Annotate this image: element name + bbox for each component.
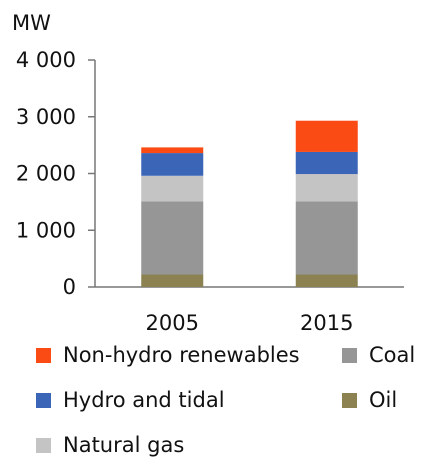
y-ticks: 0 1 000 2 000 3 000 4 000	[16, 48, 95, 299]
legend-item: Non-hydro renewables	[36, 343, 300, 367]
legend-label: Hydro and tidal	[63, 388, 225, 412]
bar-segment-oil-2015	[295, 274, 358, 287]
legend-label: Non-hydro renewables	[63, 343, 300, 367]
legend-swatch	[36, 437, 51, 453]
legend-label: Oil	[369, 388, 398, 412]
legend-swatch	[36, 392, 51, 408]
bar-segment-coal-2005	[141, 201, 204, 275]
legend-label: Coal	[369, 343, 416, 367]
bar-segment-natural-gas-2015	[295, 174, 358, 202]
bar-segment-non-hydro-renewables-2015	[295, 120, 358, 152]
x-tick-label: 2005	[146, 311, 199, 335]
legend-item: Hydro and tidal	[36, 388, 225, 412]
legend-item: Oil	[342, 388, 397, 412]
legend-item: Natural gas	[36, 433, 184, 457]
legend-item: Coal	[342, 343, 415, 367]
y-tick-label: 2 000	[16, 162, 76, 186]
bar-segment-hydro-and-tidal-2015	[295, 151, 358, 175]
legend-swatch	[342, 392, 357, 408]
y-tick-label: 0	[63, 275, 76, 299]
bar-segment-natural-gas-2005	[141, 175, 204, 202]
x-tick-label: 2015	[300, 311, 353, 335]
y-tick-label: 3 000	[16, 105, 76, 129]
x-ticks: 2005 2015	[146, 311, 354, 335]
legend: Non-hydro renewables Coal Hydro and tidal O…	[36, 343, 428, 463]
bar-segment-non-hydro-renewables-2005	[141, 147, 204, 154]
y-tick-label: 1 000	[16, 218, 76, 242]
chart: MW 0 1 000 2 000 3 000 4 000 2005 2015	[12, 11, 404, 335]
legend-label: Natural gas	[63, 433, 185, 457]
bars	[141, 120, 358, 287]
legend-swatch	[36, 347, 51, 363]
y-axis-unit-label: MW	[12, 11, 51, 35]
bar-segment-coal-2015	[295, 201, 358, 275]
y-tick-label: 4 000	[16, 48, 76, 72]
bar-segment-oil-2005	[141, 274, 204, 287]
legend-swatch	[342, 347, 357, 363]
bar-segment-hydro-and-tidal-2005	[141, 153, 204, 176]
